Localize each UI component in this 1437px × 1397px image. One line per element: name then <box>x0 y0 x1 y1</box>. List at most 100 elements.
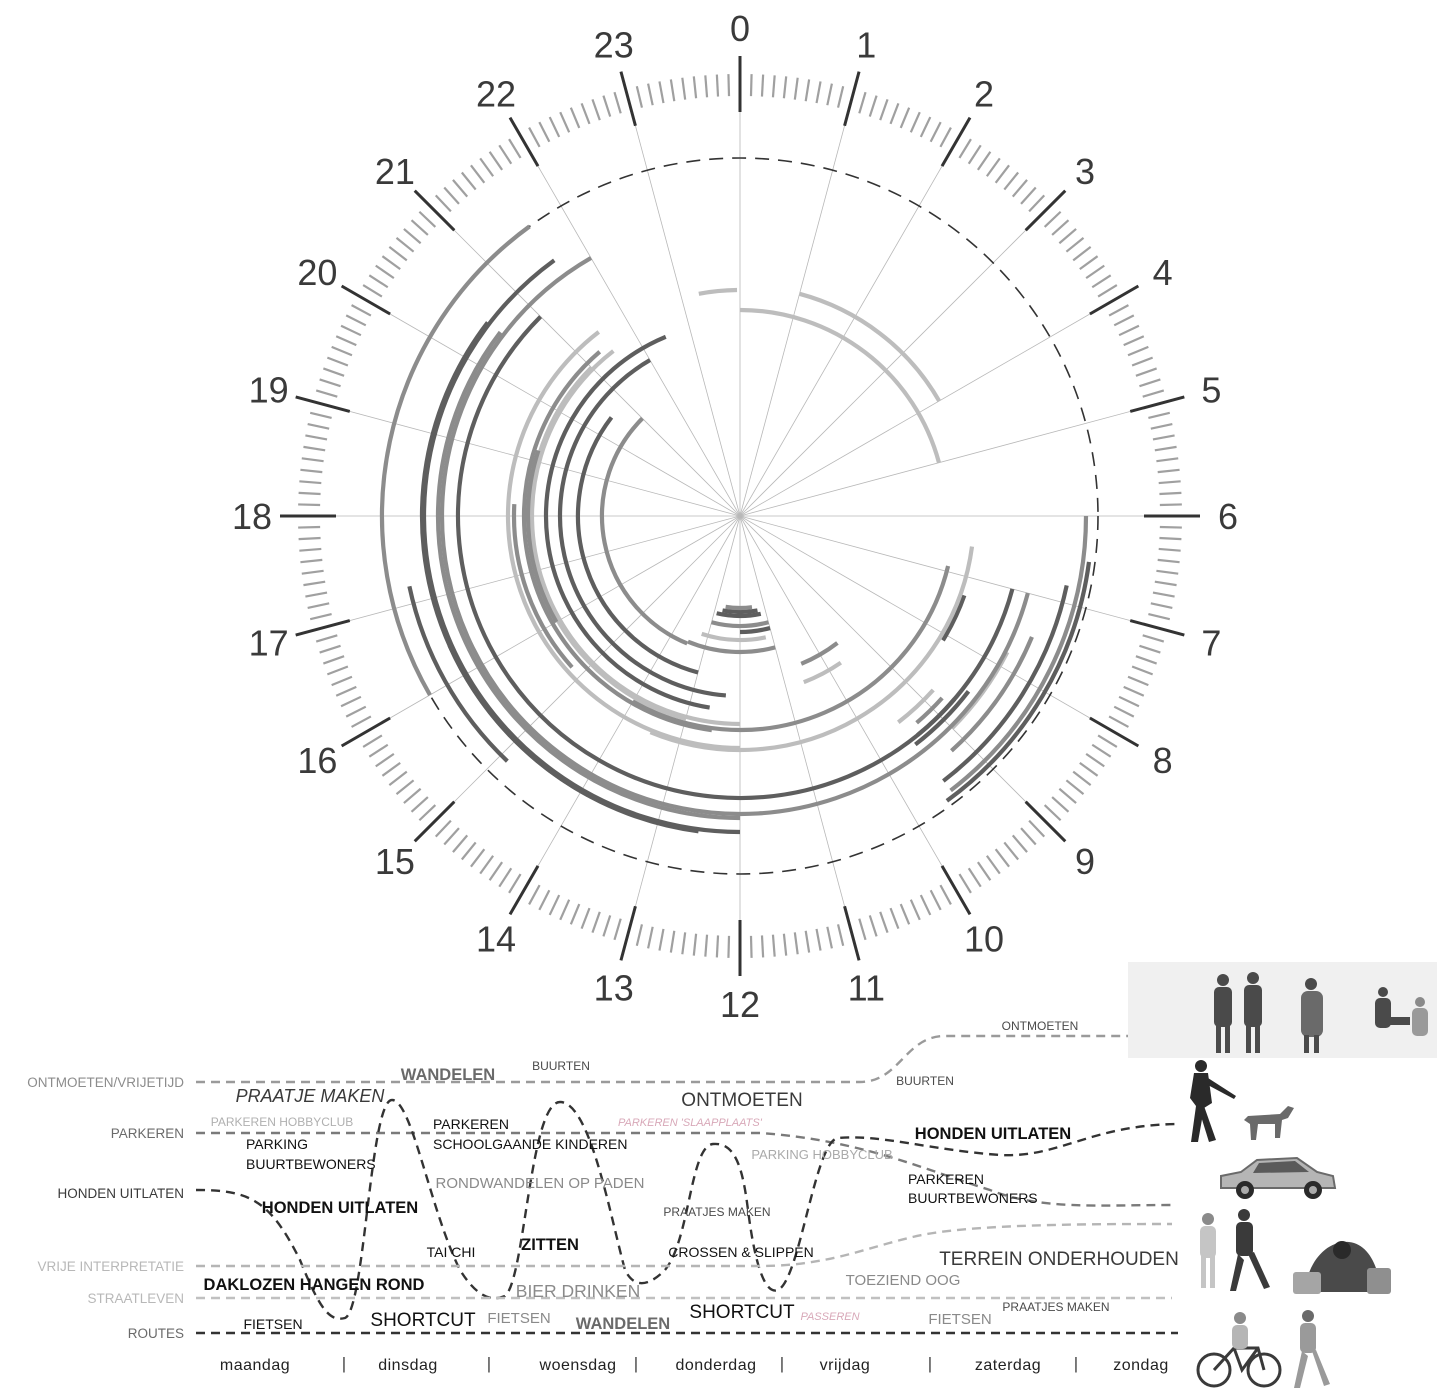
minute-tick <box>1003 171 1020 191</box>
minute-tick <box>559 111 571 133</box>
hour-tick <box>1129 395 1185 413</box>
day-label: vrijdag <box>820 1357 871 1374</box>
activity-annotation: ONTMOETEN <box>681 1090 802 1111</box>
minute-tick <box>899 107 911 129</box>
activity-arc <box>915 696 944 725</box>
activity-arc <box>599 416 688 646</box>
minute-tick <box>488 861 504 881</box>
minute-tick <box>479 855 495 875</box>
activity-arc <box>575 416 699 675</box>
minute-tick <box>375 264 395 280</box>
minute-tick <box>309 411 332 420</box>
minute-tick <box>836 924 845 947</box>
minute-tick <box>939 127 952 148</box>
hour-label: 13 <box>594 967 634 1008</box>
minute-tick <box>868 95 878 117</box>
hour-label: 17 <box>249 622 289 663</box>
minute-tick <box>470 848 486 868</box>
minute-tick <box>1043 210 1062 228</box>
activity-arc <box>511 504 574 669</box>
hour-tick <box>1024 189 1067 232</box>
minute-tick <box>994 848 1010 868</box>
minute-tick <box>1135 367 1158 377</box>
row-label: PARKEREN <box>111 1126 184 1141</box>
minute-tick <box>704 934 709 957</box>
hour-label: 22 <box>476 73 516 114</box>
minute-tick <box>1123 685 1145 697</box>
activity-annotation: PARKEREN <box>433 1116 509 1132</box>
minute-tick <box>508 873 522 894</box>
minute-tick <box>658 928 665 951</box>
hour-label: 19 <box>249 370 289 411</box>
activity-annotation: PARKEREN <box>908 1171 984 1187</box>
activity-annotation: TERREIN ONDERHOUDEN <box>939 1249 1179 1270</box>
activity-annotation: SHORTCUT <box>689 1302 795 1323</box>
row-label: VRIJE INTERPRETATIE <box>37 1259 184 1274</box>
minute-tick <box>899 903 911 925</box>
hour-spoke <box>630 110 741 517</box>
minute-tick <box>303 445 326 452</box>
minute-tick <box>300 468 323 474</box>
minute-tick <box>967 867 982 888</box>
minute-tick <box>602 915 612 937</box>
car-photo <box>1213 1150 1340 1202</box>
activity-arc <box>543 334 710 710</box>
hour-tick <box>619 905 637 961</box>
activity-annotation: SCHOOLGAANDE KINDEREN <box>433 1136 627 1152</box>
minute-tick <box>345 314 367 327</box>
minute-tick <box>1139 644 1161 654</box>
minute-tick <box>1159 503 1182 507</box>
activity-arc <box>687 639 776 655</box>
minute-tick <box>340 324 362 337</box>
minute-tick <box>858 91 867 114</box>
activity-arc <box>439 256 1030 817</box>
minute-tick <box>305 434 328 441</box>
minute-tick <box>300 558 323 564</box>
minute-tick <box>298 536 321 541</box>
hour-tick <box>413 189 456 232</box>
minute-tick <box>793 932 799 955</box>
minute-tick <box>1139 378 1161 388</box>
minute-tick <box>319 644 341 654</box>
activity-arc <box>739 626 771 635</box>
minute-tick <box>538 121 551 143</box>
minute-tick <box>967 144 982 165</box>
activity-annotation: WANDELEN <box>576 1315 670 1333</box>
minute-tick <box>1072 770 1092 786</box>
minute-tick <box>669 79 676 102</box>
minute-tick <box>1150 423 1173 430</box>
hour-label: 11 <box>848 967 885 1008</box>
minute-tick <box>669 930 676 953</box>
minute-tick <box>1159 525 1182 529</box>
minute-tick <box>331 675 353 687</box>
minute-tick <box>804 930 811 953</box>
minute-tick <box>322 655 345 665</box>
minute-tick <box>591 98 601 121</box>
hour-spoke <box>739 152 951 517</box>
minute-tick <box>559 899 571 921</box>
minute-tick <box>909 111 921 133</box>
hour-tick <box>340 284 391 316</box>
minute-tick <box>1118 324 1140 337</box>
minute-tick <box>879 98 889 121</box>
minute-tick <box>418 210 437 228</box>
minute-tick <box>858 918 867 941</box>
minute-tick <box>602 95 612 117</box>
minute-tick <box>1051 219 1070 236</box>
hour-tick <box>340 716 391 748</box>
dog-walker-photo <box>1176 1058 1310 1146</box>
hour-label: 12 <box>720 984 760 1025</box>
minute-tick <box>410 219 429 236</box>
minute-tick <box>569 903 581 925</box>
day-label: donderdag <box>675 1357 756 1374</box>
hour-tick <box>843 71 861 127</box>
hour-label: 8 <box>1153 740 1173 781</box>
minute-tick <box>1020 827 1037 846</box>
minute-tick <box>443 186 460 205</box>
minute-tick <box>715 935 720 958</box>
minute-tick <box>1011 179 1028 198</box>
minute-tick <box>804 79 811 102</box>
minute-tick <box>1131 665 1154 676</box>
minute-tick <box>1113 314 1135 327</box>
minute-tick <box>307 602 330 609</box>
